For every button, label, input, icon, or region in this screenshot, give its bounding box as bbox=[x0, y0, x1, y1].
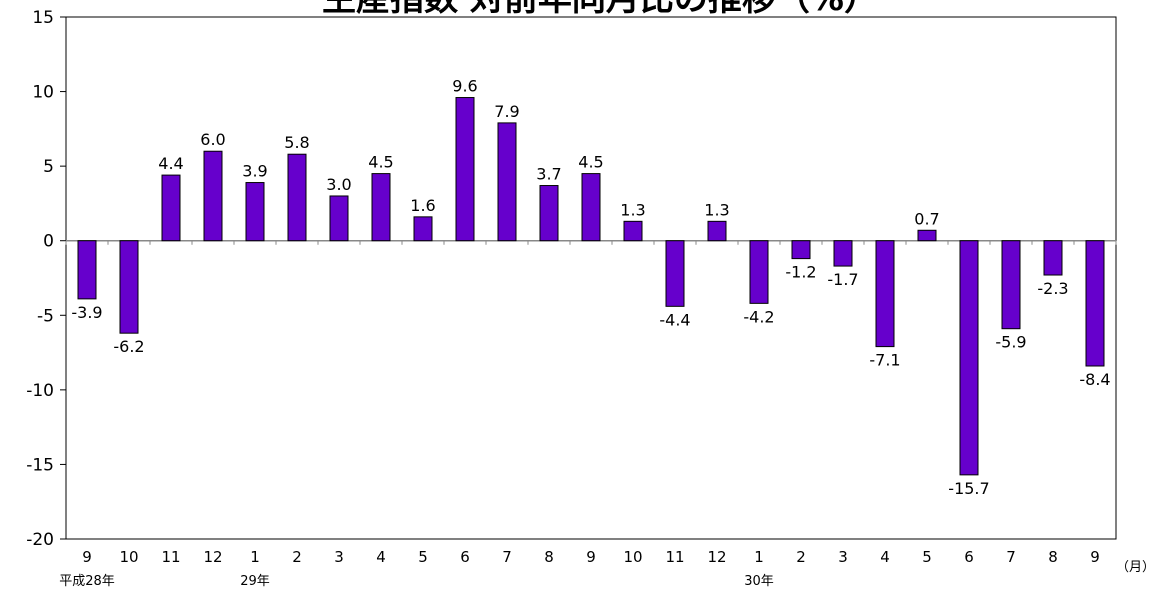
data-labels-group: -3.9 -6.2 4.4 6.0 3.9 5.8 3.0 4.5 1.6 9.6 7.9 3.7 4.… bbox=[71, 77, 1110, 498]
chart-title: 生産指数 対前年同月比の推移（%） bbox=[322, 0, 878, 19]
data-label: 4.4 bbox=[158, 154, 183, 173]
y-tick-label: -20 bbox=[26, 530, 54, 550]
x-group-label: 平成28年 bbox=[59, 574, 115, 589]
y-tick-label: -15 bbox=[26, 455, 54, 475]
bar bbox=[245, 182, 265, 242]
x-tick-label: 6 bbox=[964, 548, 974, 566]
x-group-label: 30年 bbox=[744, 574, 774, 589]
bar bbox=[539, 185, 559, 242]
bar bbox=[497, 122, 517, 242]
bar bbox=[287, 153, 307, 242]
bar bbox=[413, 216, 433, 242]
bar bbox=[1085, 240, 1105, 367]
x-tick-label: 3 bbox=[334, 548, 344, 566]
x-tick-label: 11 bbox=[665, 548, 684, 566]
bar bbox=[119, 240, 139, 334]
data-label: -2.3 bbox=[1037, 279, 1068, 298]
x-tick-label: 9 bbox=[82, 548, 92, 566]
x-tick-label: 10 bbox=[623, 548, 642, 566]
data-label: -1.2 bbox=[785, 263, 816, 282]
plot-frame bbox=[65, 16, 1117, 540]
plot-axes bbox=[60, 16, 1117, 540]
data-label: 1.3 bbox=[704, 200, 729, 219]
data-label: -8.4 bbox=[1079, 370, 1110, 389]
data-label: -4.2 bbox=[743, 307, 774, 326]
x-tick-label: 5 bbox=[418, 548, 428, 566]
bar bbox=[917, 229, 937, 242]
data-label: -6.2 bbox=[113, 337, 144, 356]
y-tick-label: -10 bbox=[26, 381, 54, 401]
bar bbox=[1001, 240, 1021, 330]
data-label: 1.6 bbox=[410, 196, 435, 215]
bar bbox=[161, 174, 181, 242]
x-tick-label: 1 bbox=[250, 548, 260, 566]
bar bbox=[203, 150, 223, 242]
x-tick-label: 5 bbox=[922, 548, 932, 566]
bar bbox=[371, 173, 391, 242]
x-tick-label: 12 bbox=[707, 548, 726, 566]
x-tick-label: 3 bbox=[838, 548, 848, 566]
x-tick-label: 6 bbox=[460, 548, 470, 566]
y-tick-label: 10 bbox=[32, 83, 54, 103]
data-label: -3.9 bbox=[71, 303, 102, 322]
data-label: 4.5 bbox=[368, 153, 393, 172]
data-label: -5.9 bbox=[995, 333, 1026, 352]
data-label: -4.4 bbox=[659, 310, 690, 329]
data-label: 9.6 bbox=[452, 77, 477, 96]
data-label: -1.7 bbox=[827, 270, 858, 289]
data-label: 1.3 bbox=[620, 200, 645, 219]
bar bbox=[581, 173, 601, 242]
bar bbox=[455, 97, 475, 242]
bar bbox=[77, 240, 97, 300]
bar bbox=[665, 240, 685, 307]
x-tick-label: 4 bbox=[880, 548, 890, 566]
x-tick-label: 10 bbox=[119, 548, 138, 566]
x-tick-label: 8 bbox=[1048, 548, 1058, 566]
x-tick-label: 9 bbox=[1090, 548, 1100, 566]
data-label: -15.7 bbox=[948, 479, 989, 498]
x-tick-label: 2 bbox=[796, 548, 806, 566]
x-tick-label: 9 bbox=[586, 548, 596, 566]
y-tick-label: 15 bbox=[32, 8, 54, 28]
x-tick-label: 1 bbox=[754, 548, 764, 566]
bars-group bbox=[77, 97, 1105, 476]
data-label: 3.9 bbox=[242, 162, 267, 181]
data-label: 4.5 bbox=[578, 153, 603, 172]
x-tick-label: 11 bbox=[161, 548, 180, 566]
data-label: 3.7 bbox=[536, 165, 561, 184]
y-tick-label: 5 bbox=[43, 157, 54, 177]
data-label: 7.9 bbox=[494, 102, 519, 121]
bar bbox=[875, 240, 895, 348]
x-tick-label: 8 bbox=[544, 548, 554, 566]
y-tick-label: 0 bbox=[43, 232, 54, 252]
x-tick-label: 2 bbox=[292, 548, 302, 566]
bar bbox=[959, 240, 979, 476]
bar bbox=[329, 195, 349, 242]
bar bbox=[749, 240, 769, 304]
x-tick-label: 7 bbox=[502, 548, 512, 566]
data-label: 0.7 bbox=[914, 209, 939, 228]
bar bbox=[1043, 240, 1063, 276]
y-tick-label: -5 bbox=[37, 306, 54, 326]
x-unit-label: （月） bbox=[1116, 560, 1155, 575]
data-label: -7.1 bbox=[869, 351, 900, 370]
data-label: 5.8 bbox=[284, 133, 309, 152]
bar bbox=[833, 240, 853, 267]
data-label: 6.0 bbox=[200, 130, 225, 149]
bar bbox=[623, 220, 643, 242]
bar bbox=[791, 240, 811, 260]
x-tick-label: 12 bbox=[203, 548, 222, 566]
x-tick-label: 7 bbox=[1006, 548, 1016, 566]
x-group-label: 29年 bbox=[240, 574, 270, 589]
data-label: 3.0 bbox=[326, 175, 351, 194]
bar bbox=[707, 220, 727, 242]
x-tick-label: 4 bbox=[376, 548, 386, 566]
